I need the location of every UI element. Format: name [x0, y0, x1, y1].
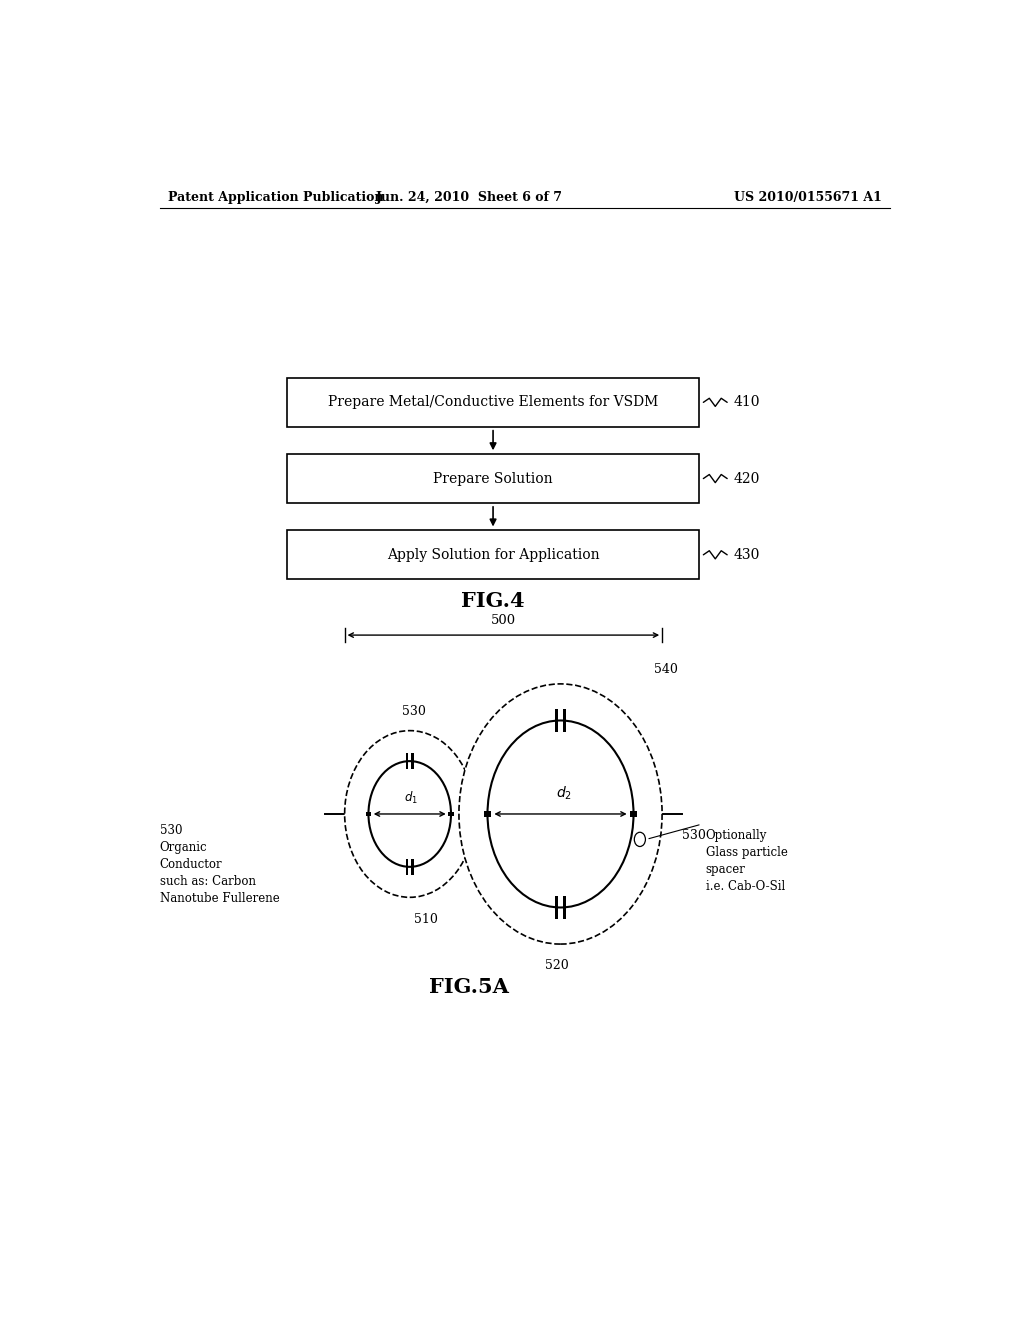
Text: FIG.5A: FIG.5A [429, 977, 509, 997]
Bar [287, 531, 699, 579]
Text: 510: 510 [414, 912, 437, 925]
Bar [563, 709, 566, 731]
Circle shape [634, 833, 645, 846]
Text: 530: 530 [401, 705, 426, 718]
Text: 420: 420 [733, 471, 760, 486]
Text: Optionally
Glass particle
spacer
i.e. Cab-O-Sil: Optionally Glass particle spacer i.e. Ca… [706, 829, 787, 894]
Bar [287, 454, 699, 503]
Bar [406, 752, 408, 770]
Bar [366, 812, 371, 816]
Text: 430: 430 [733, 548, 760, 562]
Bar [412, 752, 414, 770]
Circle shape [369, 762, 451, 867]
Bar [449, 812, 454, 816]
Text: 520: 520 [545, 960, 568, 973]
Text: 530
Organic
Conductor
such as: Carbon
Nanotube Fullerene: 530 Organic Conductor such as: Carbon Na… [160, 824, 280, 906]
Text: Jun. 24, 2010  Sheet 6 of 7: Jun. 24, 2010 Sheet 6 of 7 [376, 190, 563, 203]
Text: FIG.4: FIG.4 [461, 590, 525, 611]
Bar [563, 896, 566, 919]
Text: US 2010/0155671 A1: US 2010/0155671 A1 [734, 190, 882, 203]
Text: 540: 540 [654, 663, 678, 676]
Bar [484, 812, 490, 817]
Text: 410: 410 [733, 395, 760, 409]
Circle shape [487, 721, 634, 907]
Text: 500: 500 [490, 614, 516, 627]
Text: Prepare Solution: Prepare Solution [433, 471, 553, 486]
Circle shape [345, 731, 475, 898]
Text: Apply Solution for Application: Apply Solution for Application [387, 548, 599, 562]
Text: $d_2$: $d_2$ [556, 784, 572, 801]
Bar [630, 812, 637, 817]
Text: 530: 530 [682, 829, 706, 842]
Bar [287, 378, 699, 426]
Bar [555, 896, 558, 919]
Bar [412, 859, 414, 875]
Bar [406, 859, 408, 875]
Text: $d_1$: $d_1$ [404, 789, 418, 805]
Circle shape [459, 684, 663, 944]
Bar [555, 709, 558, 731]
Text: Patent Application Publication: Patent Application Publication [168, 190, 383, 203]
Text: Prepare Metal/Conductive Elements for VSDM: Prepare Metal/Conductive Elements for VS… [328, 395, 658, 409]
